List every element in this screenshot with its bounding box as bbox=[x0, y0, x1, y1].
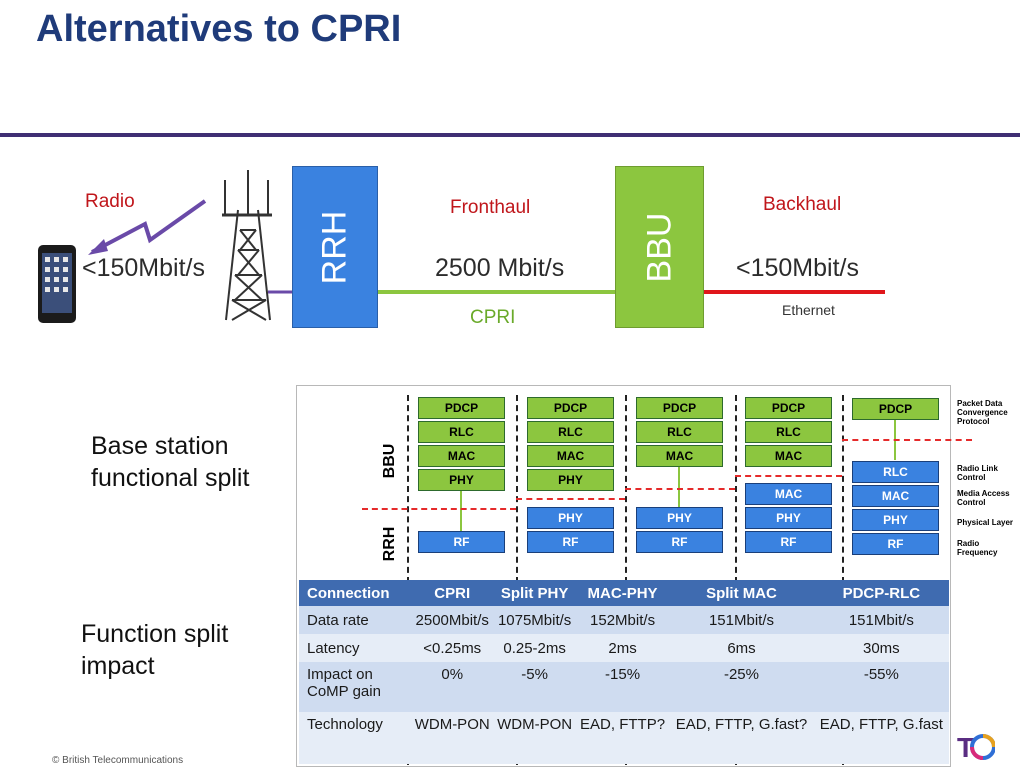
legend-rlc: Radio Link Control bbox=[957, 464, 998, 482]
header-cell: Split MAC bbox=[669, 580, 814, 606]
split-line bbox=[842, 439, 972, 441]
split-line bbox=[362, 508, 516, 510]
table-cell: EAD, FTTP? bbox=[575, 712, 670, 764]
row-label: Data rate bbox=[299, 606, 411, 634]
header-cell: Split PHY bbox=[493, 580, 576, 606]
table-header-row: Connection CPRI Split PHY MAC-PHY Split … bbox=[299, 580, 949, 606]
rf-block: RF bbox=[418, 531, 505, 553]
table-cell: 0% bbox=[411, 662, 494, 712]
phy-block: PHY bbox=[852, 509, 939, 531]
fronthaul-label: Fronthaul bbox=[450, 197, 531, 218]
rf-block: RF bbox=[852, 533, 939, 555]
table-row: Latency <0.25ms 0.25-2ms 2ms 6ms 30ms bbox=[299, 634, 949, 662]
rrh-box: RRH bbox=[292, 166, 378, 328]
header-cell: CPRI bbox=[411, 580, 494, 606]
slide-title: Alternatives to CPRI bbox=[36, 8, 402, 50]
rf-block: RF bbox=[527, 531, 614, 553]
radio-rate: <150Mbit/s bbox=[82, 254, 205, 282]
title-divider bbox=[0, 133, 1020, 137]
fronthaul-diagram bbox=[38, 170, 885, 323]
mac-block: MAC bbox=[418, 445, 505, 467]
rlc-block: RLC bbox=[636, 421, 723, 443]
copyright-text: © British Telecommunications bbox=[52, 755, 184, 766]
ethernet-label: Ethernet bbox=[782, 302, 835, 318]
bbu-box: BBU bbox=[615, 166, 704, 328]
lightning-bolt-icon bbox=[88, 199, 207, 255]
table-cell: 1075Mbit/s bbox=[493, 606, 576, 634]
phy-block: PHY bbox=[745, 507, 832, 529]
pdcp-block: PDCP bbox=[418, 397, 505, 419]
header-cell: Connection bbox=[299, 580, 411, 606]
phy-block: PHY bbox=[636, 507, 723, 529]
table-cell: 6ms bbox=[669, 634, 814, 662]
legend-phy: Physical Layer bbox=[957, 518, 1014, 527]
phy-block: PHY bbox=[527, 469, 614, 491]
table-cell: 2ms bbox=[575, 634, 670, 662]
table-cell: -25% bbox=[669, 662, 814, 712]
cpri-label: CPRI bbox=[470, 307, 516, 328]
cell-tower-icon bbox=[222, 170, 272, 321]
header-cell: MAC-PHY bbox=[575, 580, 670, 606]
table-cell: 151Mbit/s bbox=[813, 606, 949, 634]
rf-block: RF bbox=[636, 531, 723, 553]
pdcp-block: PDCP bbox=[636, 397, 723, 419]
rlc-block: RLC bbox=[745, 421, 832, 443]
table-cell: -15% bbox=[575, 662, 670, 712]
table-cell: 151Mbit/s bbox=[669, 606, 814, 634]
legend-pdcp: Packet Data Convergence Protocol bbox=[957, 399, 1008, 426]
mac-block: MAC bbox=[745, 445, 832, 467]
split-line bbox=[516, 498, 625, 500]
rrh-axis-label: RRH bbox=[381, 526, 398, 562]
mac-block: MAC bbox=[636, 445, 723, 467]
rf-block: RF bbox=[745, 531, 832, 553]
split-line bbox=[625, 488, 735, 490]
svg-text:T: T bbox=[957, 732, 974, 763]
row-label: Technology bbox=[299, 712, 411, 764]
rlc-block: RLC bbox=[418, 421, 505, 443]
table-cell: 0.25-2ms bbox=[493, 634, 576, 662]
row-label: Latency bbox=[299, 634, 411, 662]
table-cell: EAD, FTTP, G.fast? bbox=[669, 712, 814, 764]
rlc-block: RLC bbox=[527, 421, 614, 443]
bt-logo-icon: T bbox=[957, 732, 995, 763]
bbu-axis-label: BBU bbox=[381, 443, 398, 479]
fronthaul-rate: 2500 Mbit/s bbox=[435, 254, 565, 282]
mac-block: MAC bbox=[852, 485, 939, 507]
table-cell: 30ms bbox=[813, 634, 949, 662]
header-cell: PDCP-RLC bbox=[813, 580, 949, 606]
table-cell: 2500Mbit/s bbox=[411, 606, 494, 634]
table-cell: -55% bbox=[813, 662, 949, 712]
table-cell: EAD, FTTP, G.fast bbox=[813, 712, 949, 764]
table-row: Impact on CoMP gain 0% -5% -15% -25% -55… bbox=[299, 662, 949, 712]
pdcp-block: PDCP bbox=[527, 397, 614, 419]
table-cell: WDM-PON bbox=[493, 712, 576, 764]
split-impact-table: Connection CPRI Split PHY MAC-PHY Split … bbox=[299, 580, 949, 764]
table-row: Technology WDM-PON WDM-PON EAD, FTTP? EA… bbox=[299, 712, 949, 764]
split-link bbox=[678, 467, 680, 507]
split-link bbox=[460, 491, 462, 531]
backhaul-rate: <150Mbit/s bbox=[736, 254, 859, 282]
mac-block: MAC bbox=[527, 445, 614, 467]
pdcp-block: PDCP bbox=[852, 398, 939, 420]
phone-icon bbox=[38, 245, 76, 323]
table-cell: -5% bbox=[493, 662, 576, 712]
radio-label: Radio bbox=[85, 191, 135, 212]
rlc-block: RLC bbox=[852, 461, 939, 483]
backhaul-label: Backhaul bbox=[763, 194, 842, 215]
split-line bbox=[735, 475, 842, 477]
table-row: Data rate 2500Mbit/s 1075Mbit/s 152Mbit/… bbox=[299, 606, 949, 634]
legend-mac: Media Access Control bbox=[957, 489, 1010, 507]
phy-block: PHY bbox=[418, 469, 505, 491]
table-cell: 152Mbit/s bbox=[575, 606, 670, 634]
table-cell: WDM-PON bbox=[411, 712, 494, 764]
functional-split-label: Base station functional split bbox=[91, 432, 250, 492]
mac-block: MAC bbox=[745, 483, 832, 505]
split-impact-label: Function split impact bbox=[81, 620, 229, 680]
pdcp-block: PDCP bbox=[745, 397, 832, 419]
row-label: Impact on CoMP gain bbox=[299, 662, 411, 712]
table-cell: <0.25ms bbox=[411, 634, 494, 662]
phy-block: PHY bbox=[527, 507, 614, 529]
legend-rf: Radio Frequency bbox=[957, 539, 998, 557]
